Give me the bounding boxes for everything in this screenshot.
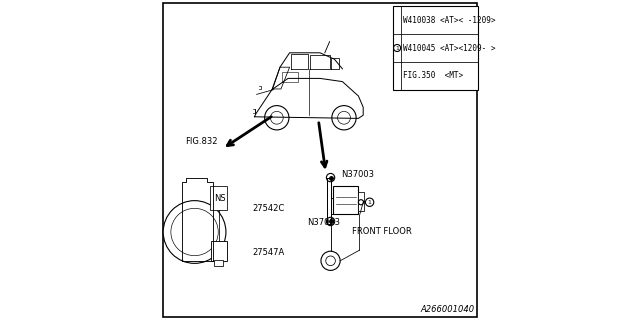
Circle shape (171, 208, 218, 256)
Circle shape (358, 200, 364, 205)
Circle shape (265, 106, 289, 130)
Text: N37003: N37003 (340, 170, 374, 179)
Circle shape (326, 217, 335, 226)
Text: W410038 <AT>< -1209>: W410038 <AT>< -1209> (403, 16, 495, 25)
Text: 1: 1 (367, 200, 372, 205)
Circle shape (326, 173, 335, 182)
Bar (211, 241, 227, 261)
Text: 1: 1 (395, 45, 399, 51)
Circle shape (271, 111, 283, 124)
Text: NS: NS (214, 194, 226, 203)
Text: W410045 <AT><1209- >: W410045 <AT><1209- > (403, 44, 495, 52)
Circle shape (338, 111, 351, 124)
Bar (210, 186, 227, 210)
Text: A266001040: A266001040 (420, 305, 474, 314)
Text: FIG.832: FIG.832 (186, 137, 218, 146)
Bar (358, 192, 364, 211)
Text: 27547A: 27547A (253, 248, 285, 257)
Circle shape (163, 201, 226, 263)
Text: FIG.350  <MT>: FIG.350 <MT> (403, 71, 463, 80)
Bar (214, 260, 223, 266)
Bar (393, 6, 479, 90)
Bar (333, 186, 358, 214)
Circle shape (321, 251, 340, 270)
Circle shape (394, 44, 401, 52)
Text: 27542C: 27542C (253, 204, 285, 212)
Circle shape (365, 198, 374, 206)
Circle shape (332, 106, 356, 130)
Text: N37003: N37003 (307, 218, 340, 227)
Circle shape (326, 256, 335, 266)
Text: FRONT FLOOR: FRONT FLOOR (352, 228, 412, 236)
